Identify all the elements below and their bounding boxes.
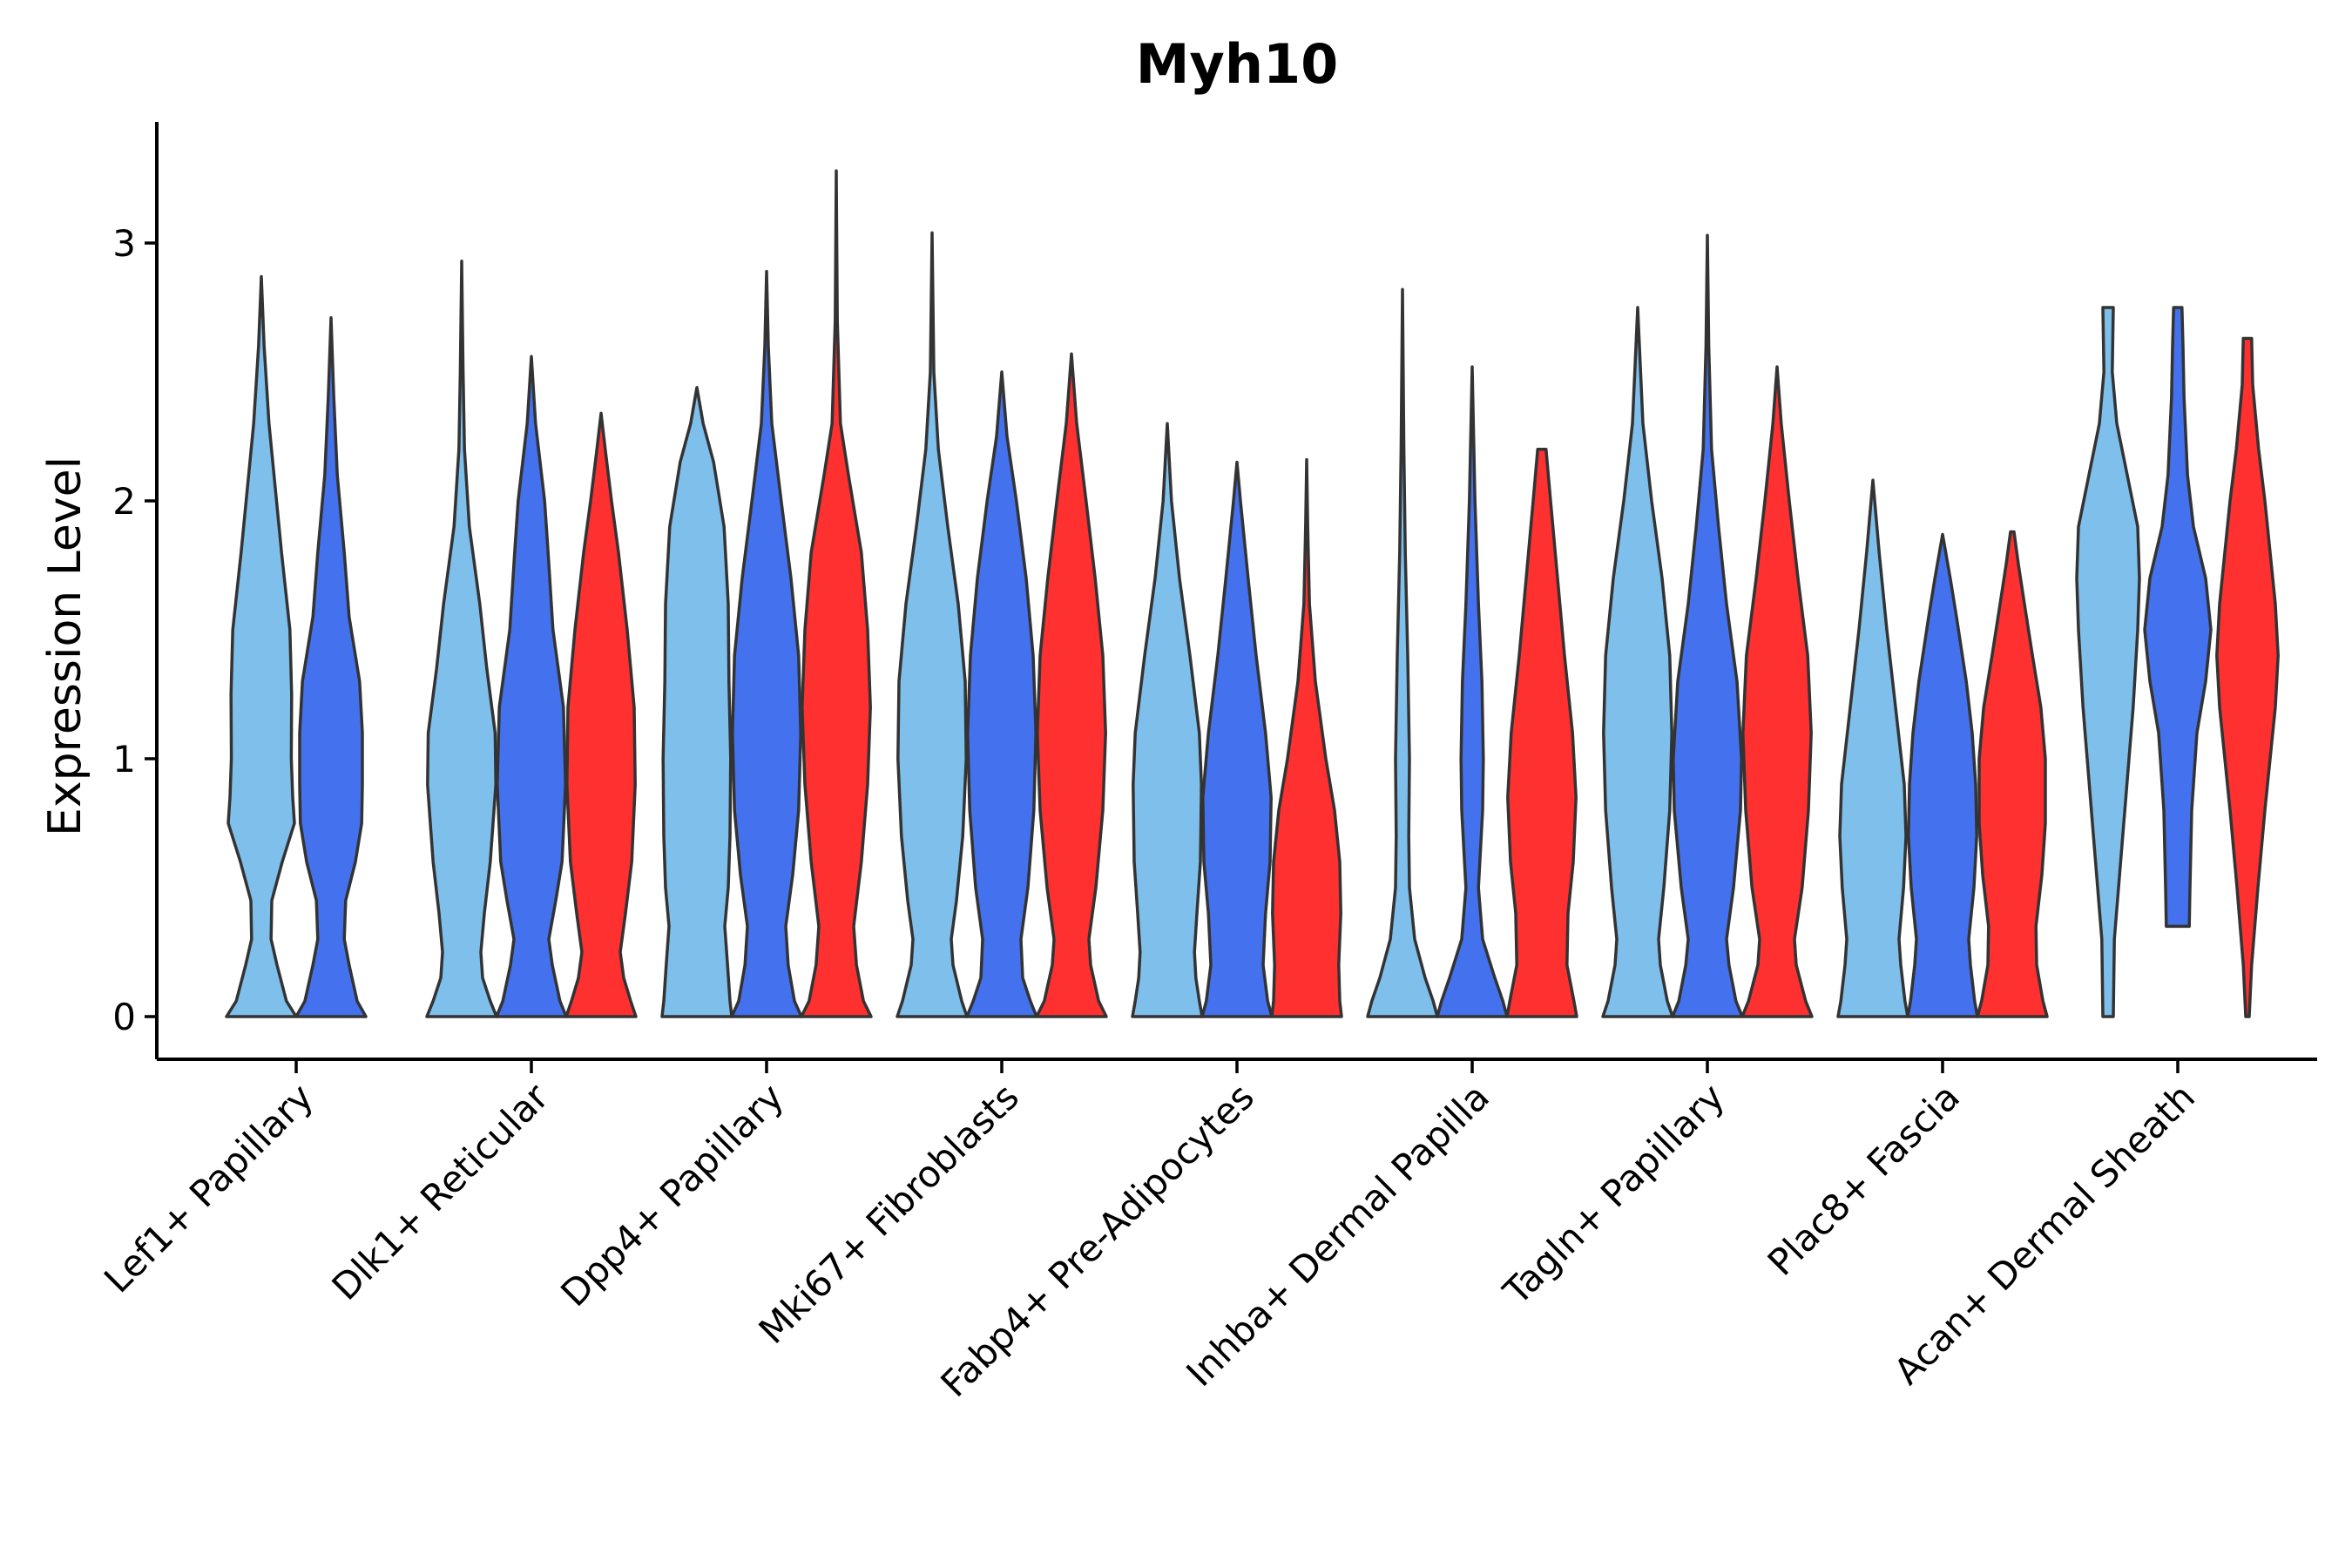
violin-4-1 bbox=[896, 231, 969, 1018]
violin-6-2 bbox=[1436, 365, 1509, 1018]
violin-3-2 bbox=[730, 269, 803, 1018]
violin-1-2 bbox=[294, 316, 368, 1018]
violin-7-1 bbox=[1601, 306, 1674, 1018]
y-tick-label: 0 bbox=[112, 996, 136, 1038]
violin-5-3 bbox=[1270, 457, 1343, 1018]
chart-title: Myh10 bbox=[1136, 32, 1339, 96]
violin-5-1 bbox=[1131, 422, 1204, 1018]
y-tick-label: 1 bbox=[112, 738, 136, 781]
violin-9-3 bbox=[2215, 336, 2280, 1018]
x-tick-label: Mki67+ Fibroblasts bbox=[751, 1075, 1027, 1351]
violin-9-2 bbox=[2143, 306, 2213, 929]
x-tick-label: Tagln+ Papillary bbox=[1495, 1075, 1733, 1313]
violin-4-3 bbox=[1035, 352, 1108, 1018]
y-axis-label: Expression Level bbox=[39, 456, 91, 836]
violin-8-1 bbox=[1836, 478, 1909, 1018]
violin-9-1 bbox=[2075, 306, 2141, 1018]
violin-7-2 bbox=[1671, 233, 1744, 1018]
violins-layer bbox=[225, 169, 2280, 1018]
violin-2-3 bbox=[564, 411, 638, 1018]
violin-3-1 bbox=[660, 386, 733, 1018]
violin-8-2 bbox=[1906, 532, 1979, 1018]
x-tick-label: Lef1+ Papillary bbox=[96, 1075, 321, 1301]
violin-5-2 bbox=[1200, 460, 1274, 1018]
y-tick-label: 3 bbox=[112, 222, 136, 265]
x-tick-label: Plac8+ Fascia bbox=[1760, 1075, 1968, 1283]
violin-6-3 bbox=[1505, 448, 1578, 1018]
violin-8-3 bbox=[1976, 530, 2049, 1018]
violin-1-1 bbox=[225, 274, 298, 1018]
violin-6-1 bbox=[1366, 287, 1439, 1018]
violin-2-2 bbox=[495, 355, 568, 1018]
x-tick-label: Dlk1+ Reticular bbox=[324, 1075, 558, 1308]
x-tick-label: Dpp4+ Papillary bbox=[552, 1075, 792, 1315]
y-ticks: 0 1 2 3 bbox=[112, 222, 157, 1038]
violin-2-1 bbox=[425, 259, 498, 1018]
violin-4-2 bbox=[965, 370, 1038, 1018]
y-tick-label: 2 bbox=[112, 480, 136, 523]
violin-3-3 bbox=[800, 169, 873, 1018]
violin-7-3 bbox=[1740, 365, 1814, 1018]
